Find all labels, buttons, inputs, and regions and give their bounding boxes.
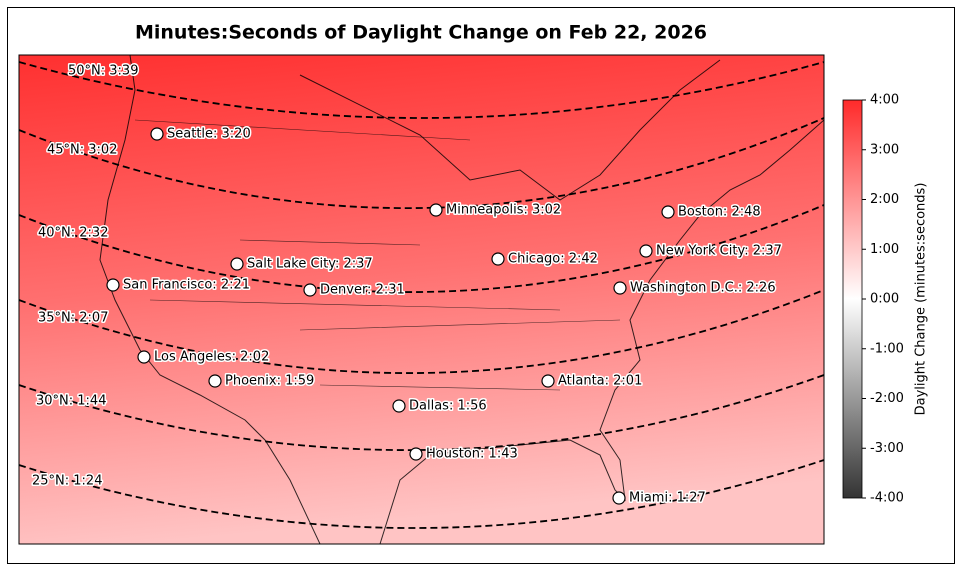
city-label: Denver: 2:31: [320, 283, 405, 298]
latitude-line: [19, 117, 824, 209]
latitude-line: [19, 61, 824, 119]
colorbar-label: Daylight Change (minutes:seconds): [914, 183, 929, 416]
colorbar-tick-label: -4:00: [870, 491, 904, 506]
latitude-label: 45°N: 3:02: [47, 143, 117, 158]
latitude-line: [19, 289, 824, 374]
latitude-label: 50°N: 3:39: [68, 64, 138, 79]
city-label: Miami: 1:27: [629, 491, 706, 506]
colorbar-tick-label: 1:00: [870, 242, 899, 257]
colorbar-tick-label: 2:00: [870, 192, 899, 207]
latitude-label: 25°N: 1:24: [32, 474, 102, 489]
colorbar-tick-label: 3:00: [870, 142, 899, 157]
colorbar-tick-label: -3:00: [870, 441, 904, 456]
borders: [134, 119, 621, 391]
colorbar-tick-label: 4:00: [870, 93, 899, 108]
city-marker: [613, 281, 627, 295]
city-marker: [661, 205, 675, 219]
latitude-label: 40°N: 2:32: [38, 226, 108, 241]
city-marker: [409, 447, 423, 461]
city-label: Phoenix: 1:59: [225, 374, 314, 389]
latitude-line: [19, 374, 824, 451]
city-label: Los Angeles: 2:02: [154, 350, 269, 365]
city-marker: [230, 257, 244, 271]
city-label: San Francisco: 2:21: [123, 278, 250, 293]
city-marker: [150, 127, 164, 141]
city-marker: [392, 399, 406, 413]
city-marker: [491, 252, 505, 266]
colorbar-tick-label: -2:00: [870, 391, 904, 406]
city-marker: [541, 374, 555, 388]
latitude-line: [19, 204, 824, 293]
colorbar-tick-label: -1:00: [870, 341, 904, 356]
city-label: Seattle: 3:20: [167, 127, 251, 142]
city-label: New York City: 2:37: [656, 244, 782, 259]
latitude-label: 35°N: 2:07: [38, 311, 108, 326]
frame: [7, 7, 955, 564]
map-border: [18, 54, 825, 545]
city-label: Salt Lake City: 2:37: [247, 257, 373, 272]
coastline: [99, 55, 824, 544]
city-label: Washington D.C.: 2:26: [630, 281, 776, 296]
city-marker: [639, 244, 653, 258]
colorbar: [842, 99, 863, 499]
latitude-line: [19, 459, 824, 529]
colorbar-tick-label: 0:00: [870, 292, 899, 307]
city-label: Atlanta: 2:01: [558, 374, 642, 389]
city-label: Chicago: 2:42: [508, 252, 598, 267]
city-marker: [106, 278, 120, 292]
city-marker: [612, 491, 626, 505]
city-label: Minneapolis: 3:02: [446, 203, 561, 218]
latitude-label: 30°N: 1:44: [36, 394, 106, 409]
city-marker: [429, 203, 443, 217]
map-background: [19, 55, 824, 544]
map: [19, 55, 824, 544]
city-marker: [303, 283, 317, 297]
city-label: Boston: 2:48: [678, 205, 761, 220]
city-label: Houston: 1:43: [426, 447, 518, 462]
title: Minutes:Seconds of Daylight Change on Fe…: [135, 22, 707, 44]
city-label: Dallas: 1:56: [409, 399, 487, 414]
city-marker: [208, 374, 222, 388]
city-marker: [137, 350, 151, 364]
